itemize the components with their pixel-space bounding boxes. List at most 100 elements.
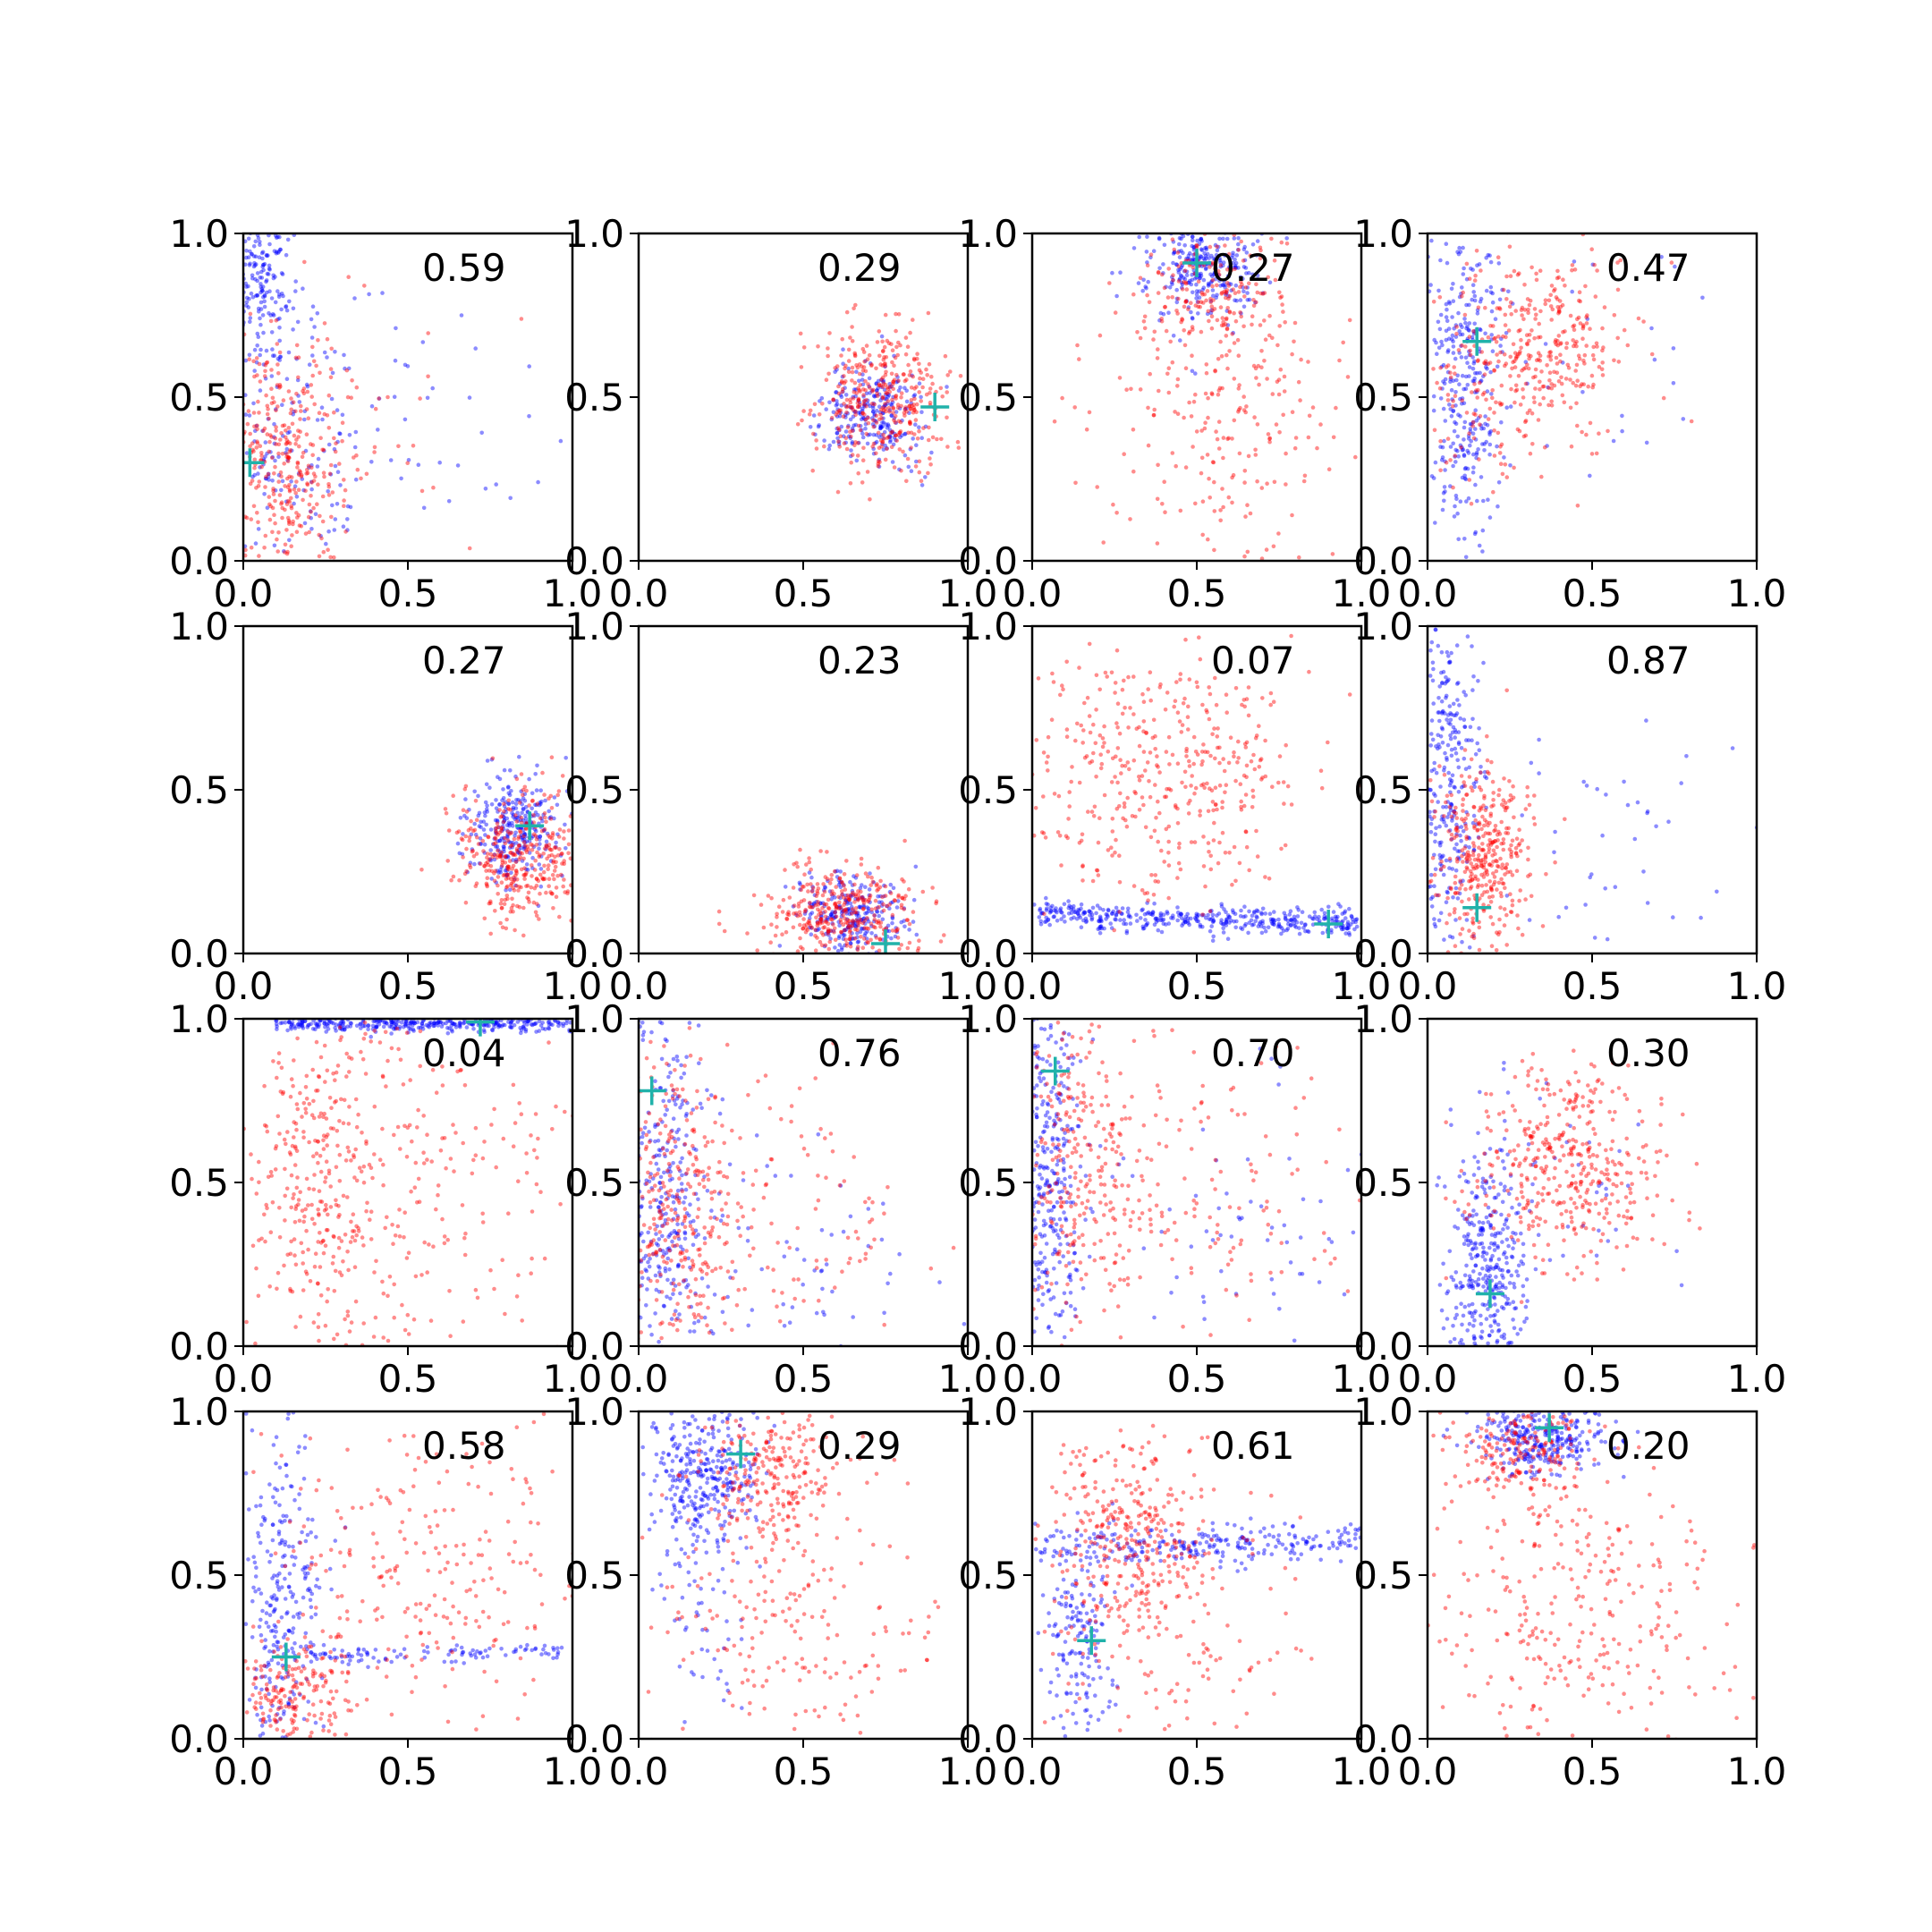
red-point bbox=[1612, 358, 1616, 363]
red-point bbox=[843, 937, 848, 942]
blue-point bbox=[540, 818, 545, 824]
red-point bbox=[821, 926, 826, 930]
blue-point bbox=[504, 855, 508, 860]
red-point bbox=[833, 910, 837, 915]
blue-point bbox=[307, 362, 312, 368]
red-point bbox=[514, 819, 520, 824]
red-point bbox=[776, 904, 782, 909]
red-point bbox=[844, 404, 849, 410]
red-point bbox=[820, 402, 825, 406]
red-point bbox=[1488, 324, 1493, 328]
red-point bbox=[885, 436, 890, 440]
red-point bbox=[296, 375, 301, 380]
y-tick-label: 0.0 bbox=[958, 932, 1018, 976]
red-point bbox=[1187, 758, 1191, 764]
blue-point bbox=[881, 436, 886, 441]
red-point bbox=[295, 465, 300, 470]
blue-point bbox=[1242, 244, 1247, 250]
red-point bbox=[850, 365, 855, 370]
red-point bbox=[893, 413, 898, 419]
blue-point bbox=[1232, 236, 1237, 241]
blue-point bbox=[1467, 302, 1471, 308]
red-point bbox=[1210, 392, 1215, 397]
red-point bbox=[860, 907, 866, 911]
red-point bbox=[1194, 429, 1199, 434]
red-point bbox=[553, 864, 558, 869]
blue-point bbox=[501, 787, 505, 792]
red-point bbox=[1236, 386, 1241, 391]
red-point bbox=[850, 923, 855, 928]
red-point bbox=[1122, 801, 1127, 806]
blue-point bbox=[477, 810, 482, 816]
blue-point bbox=[563, 822, 567, 827]
red-point bbox=[853, 440, 858, 445]
red-point bbox=[1555, 339, 1560, 343]
red-point bbox=[1189, 301, 1193, 306]
red-point bbox=[808, 923, 813, 928]
red-point bbox=[327, 471, 333, 476]
red-point bbox=[311, 505, 316, 511]
blue-point bbox=[493, 818, 498, 823]
blue-point bbox=[1176, 249, 1182, 254]
red-point bbox=[550, 892, 555, 896]
red-point bbox=[500, 814, 504, 818]
blue-point bbox=[537, 802, 542, 808]
blue-point bbox=[1187, 257, 1192, 262]
blue-point bbox=[886, 424, 891, 428]
red-point bbox=[372, 450, 377, 454]
red-point bbox=[855, 401, 860, 405]
red-point bbox=[915, 948, 920, 953]
red-point bbox=[250, 479, 255, 483]
blue-point bbox=[841, 389, 845, 394]
blue-point bbox=[1482, 448, 1487, 453]
red-point bbox=[278, 384, 283, 389]
blue-point bbox=[501, 844, 506, 849]
red-point bbox=[1224, 281, 1230, 285]
red-point bbox=[541, 877, 546, 882]
blue-point bbox=[882, 403, 887, 408]
blue-point bbox=[909, 469, 914, 473]
red-point bbox=[250, 441, 255, 446]
blue-point bbox=[851, 908, 856, 913]
blue-point bbox=[807, 916, 812, 920]
red-point bbox=[249, 545, 254, 550]
red-point bbox=[1213, 802, 1218, 807]
blue-point bbox=[1223, 284, 1227, 290]
red-point bbox=[1504, 297, 1509, 301]
blue-point bbox=[877, 457, 882, 462]
red-point bbox=[496, 852, 500, 858]
blue-point bbox=[285, 458, 290, 462]
red-point bbox=[1508, 374, 1513, 378]
red-point bbox=[842, 381, 847, 386]
blue-point bbox=[1169, 916, 1174, 920]
red-point bbox=[858, 428, 863, 433]
blue-point bbox=[1094, 911, 1098, 916]
red-point bbox=[895, 927, 900, 931]
blue-point bbox=[844, 911, 849, 916]
blue-point bbox=[1454, 842, 1459, 847]
red-point bbox=[1204, 298, 1208, 303]
blue-point bbox=[900, 418, 904, 423]
blue-point bbox=[1199, 274, 1204, 278]
red-point bbox=[845, 925, 851, 930]
red-point bbox=[751, 893, 757, 898]
red-point bbox=[1584, 315, 1589, 319]
blue-point bbox=[826, 917, 830, 922]
blue-point bbox=[844, 902, 850, 906]
blue-point bbox=[1673, 264, 1677, 269]
red-point bbox=[559, 852, 564, 856]
blue-point bbox=[802, 911, 808, 916]
blue-point bbox=[1445, 318, 1450, 324]
red-point bbox=[860, 387, 866, 392]
red-point bbox=[826, 921, 831, 927]
blue-point bbox=[1284, 928, 1289, 933]
red-point bbox=[862, 918, 868, 923]
red-point bbox=[794, 860, 799, 866]
blue-point bbox=[533, 772, 538, 776]
blue-point bbox=[1214, 266, 1218, 271]
red-point bbox=[810, 905, 815, 910]
blue-point bbox=[1177, 913, 1182, 919]
red-point bbox=[1590, 352, 1596, 358]
red-point bbox=[1548, 292, 1553, 298]
red-point bbox=[801, 926, 805, 931]
